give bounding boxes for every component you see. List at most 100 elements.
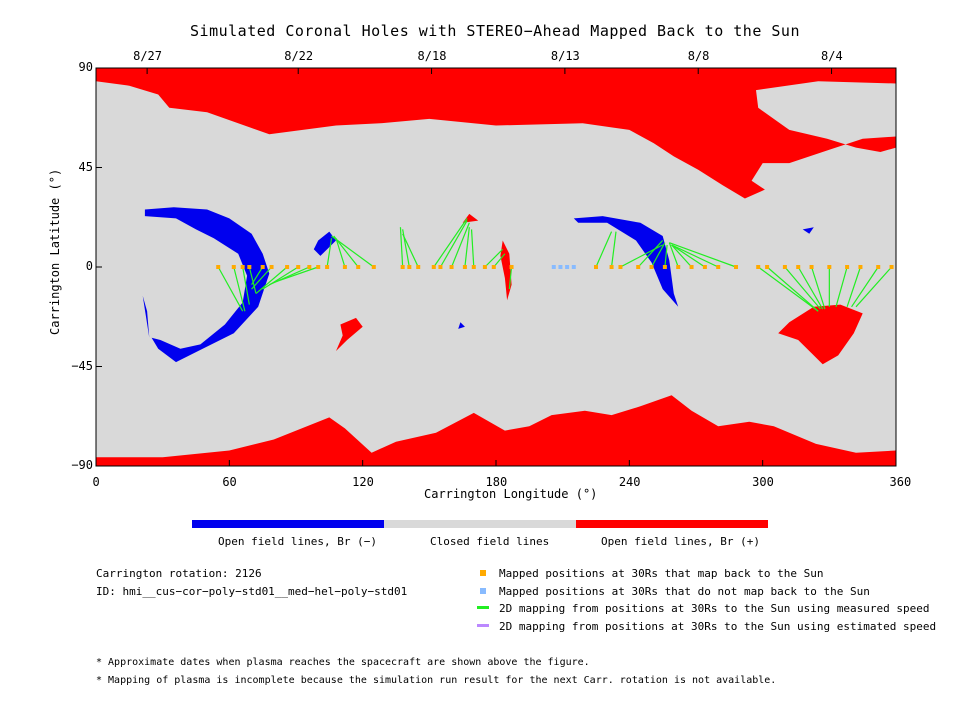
mapped-point [416, 265, 421, 269]
model-id: ID: hmi__cus−cor−poly−std01__med−hel−pol… [96, 585, 408, 598]
legend-mapped-marker [480, 570, 486, 576]
mapping-line [402, 233, 419, 268]
mapping-line [233, 266, 246, 312]
mapping-line [251, 266, 273, 290]
unmapped-point [558, 265, 563, 269]
mapping-line [664, 244, 668, 268]
mapped-point [676, 265, 681, 269]
mapping-line [637, 240, 664, 268]
x-tick-label: 360 [889, 475, 912, 489]
mapping-line [493, 253, 506, 268]
mapped-point [407, 265, 412, 269]
mapping-line [464, 227, 470, 268]
mapping-line [671, 244, 719, 268]
mapped-point [371, 265, 376, 269]
mapped-point [734, 265, 738, 269]
mapping-line [273, 266, 319, 284]
red-hole-southeast [778, 304, 863, 365]
mapped-point [325, 265, 330, 269]
mapping-line [470, 229, 475, 268]
legend-unmapped-label: Mapped positions at 30Rs that do not map… [499, 585, 870, 598]
mapping-line [651, 242, 666, 268]
legend-unmapped-marker [480, 588, 486, 594]
mapped-point [438, 265, 443, 269]
mapping-line [766, 266, 819, 312]
mapping-line [439, 220, 468, 268]
x-tick-label: 180 [485, 475, 508, 489]
mapped-point [216, 265, 221, 269]
x-tick-label: 240 [618, 475, 641, 489]
mapping-line [595, 231, 613, 268]
mapped-point [400, 265, 405, 269]
colorbar [192, 520, 768, 528]
coronal-hole-map [95, 67, 897, 467]
y-tick-label: 45 [78, 159, 93, 174]
mapping-line [217, 266, 244, 312]
mapped-point [689, 265, 694, 269]
mapping-line [242, 266, 250, 305]
unmapped-point [571, 265, 576, 269]
mapping-line [399, 227, 404, 268]
colorbar-open-positive [576, 520, 768, 528]
mapped-point [756, 265, 761, 269]
south-polar-hole [96, 395, 896, 466]
y-tick-label: 0 [85, 259, 93, 273]
legend-measured-label: 2D mapping from positions at 30Rs to the… [499, 602, 930, 615]
mapping-line [797, 266, 824, 310]
mapping-line [784, 266, 821, 310]
carrington-rotation: Carrington rotation: 2126 [96, 567, 262, 580]
top-date-label: 8/13 [550, 49, 580, 63]
blue-hole-small [313, 231, 336, 256]
mapping-line [851, 266, 879, 308]
legend-measured-line [477, 606, 489, 609]
top-date-label: 8/8 [687, 49, 710, 63]
blue-hole-dot [458, 322, 465, 329]
legend-estimated-label: 2D mapping from positions at 30Rs to the… [499, 620, 937, 633]
chart-title: Simulated Coronal Holes with STEREO−Ahea… [190, 22, 800, 40]
mapping-line [846, 266, 862, 307]
blue-hole-speck [802, 227, 814, 234]
mapped-point [471, 265, 476, 269]
mapped-point [285, 265, 290, 269]
mapped-point [247, 265, 252, 269]
north-polar-hole [96, 68, 896, 199]
mapping-line [335, 238, 346, 268]
mapped-point [462, 265, 467, 269]
colorbar-label-positive: Open field lines, Br (+) [601, 535, 760, 548]
mapping-line [508, 266, 513, 290]
mapping-line [669, 242, 737, 268]
mapping-line [331, 235, 375, 268]
mapped-point [316, 265, 321, 269]
mapped-point [260, 265, 265, 269]
mapped-point [594, 265, 598, 269]
mapping-line [484, 248, 504, 268]
legend-mapped-label: Mapped positions at 30Rs that map back t… [499, 567, 824, 580]
top-date-label: 8/22 [284, 49, 314, 63]
mapped-point [889, 265, 894, 269]
y-tick-label: −90 [71, 458, 93, 472]
mapped-point [609, 265, 614, 269]
mapping-line [248, 266, 257, 294]
unmapped-point [551, 265, 556, 269]
mapped-point [809, 265, 814, 269]
mapped-point [876, 265, 881, 269]
mapping-line [251, 266, 264, 286]
mapping-line [855, 266, 893, 308]
blue-hole-central [573, 216, 679, 307]
mapped-point [431, 265, 436, 269]
mapping-line [326, 238, 333, 268]
mapping-line [835, 266, 848, 307]
footnote-incomplete: * Mapping of plasma is incomplete becaus… [96, 675, 777, 686]
x-tick-label: 0 [92, 475, 100, 489]
mapped-point [858, 265, 863, 269]
top-date-label: 8/27 [133, 49, 163, 63]
colorbar-label-closed: Closed field lines [430, 535, 550, 548]
mapped-point [449, 265, 454, 269]
mapping-line [671, 244, 706, 268]
x-axis-label: Carrington Longitude (°) [424, 487, 598, 501]
mapped-point [827, 265, 832, 269]
colorbar-open-negative [192, 520, 384, 528]
unmapped-point [565, 265, 570, 269]
x-tick-label: 120 [352, 475, 374, 489]
y-tick-label: 90 [78, 60, 93, 74]
